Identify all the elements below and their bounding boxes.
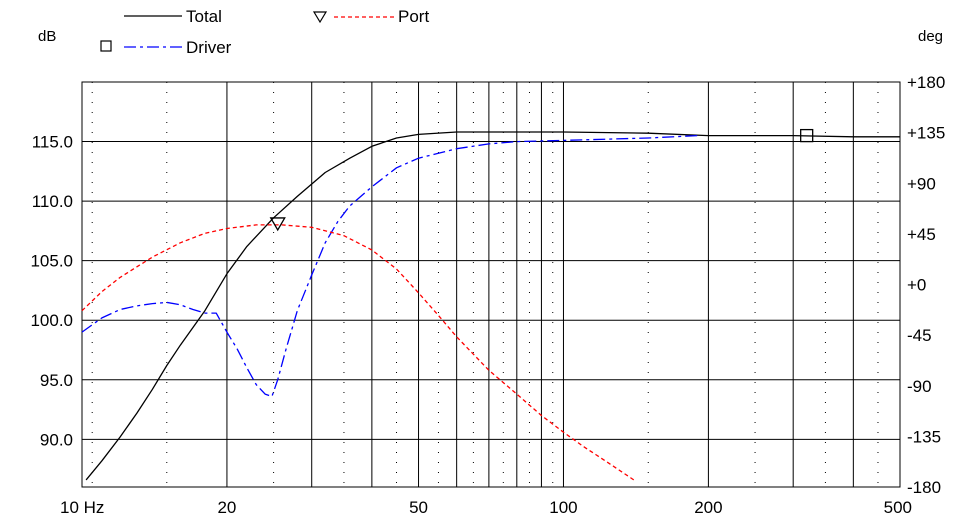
series-markers xyxy=(269,128,814,232)
left-tick-label: 100.0 xyxy=(30,311,73,330)
driver-marker-square xyxy=(800,128,814,143)
legend-item-total: Total xyxy=(124,7,222,26)
port-marker-triangle xyxy=(269,217,286,232)
right-tick-label: +180 xyxy=(907,73,945,92)
legend-item-port: Port xyxy=(312,7,429,26)
x-tick-label: 50 xyxy=(409,498,428,517)
right-tick-label: -180 xyxy=(907,478,941,497)
legend-label-port: Port xyxy=(398,7,429,26)
series-line-port xyxy=(81,224,635,481)
left-tick-label: 110.0 xyxy=(32,192,73,211)
series-lines xyxy=(81,131,900,481)
plot-frame xyxy=(81,81,901,488)
left-axis-unit: dB xyxy=(38,28,56,45)
grid xyxy=(81,82,901,487)
legend-marker-triangle xyxy=(312,11,328,24)
tick-labels: 90.0 95.0 100.0 105.0 110.0 115.0 +180 +135 +90 +… xyxy=(30,73,945,517)
legend-label-total: Total xyxy=(186,7,222,26)
right-tick-label: -135 xyxy=(907,427,941,446)
right-axis-unit: deg xyxy=(918,28,943,45)
right-tick-label: +0 xyxy=(907,276,926,295)
left-tick-label: 95.0 xyxy=(40,371,73,390)
x-tick-label: 100 xyxy=(549,498,577,517)
legend-item-driver: Driver xyxy=(100,38,232,57)
legend-marker-square xyxy=(100,40,112,52)
series-line-total xyxy=(85,131,900,481)
x-tick-label: 20 xyxy=(217,498,236,517)
series-line-driver xyxy=(81,134,698,398)
left-tick-label: 105.0 xyxy=(30,252,73,271)
left-tick-label: 90.0 xyxy=(40,430,73,449)
x-tick-label: 200 xyxy=(694,498,722,517)
left-tick-label: 115.0 xyxy=(32,133,73,152)
right-tick-label: -90 xyxy=(907,377,932,396)
x-tick-label: 10 Hz xyxy=(60,498,104,517)
legend-label-driver: Driver xyxy=(186,38,232,57)
right-tick-label: -45 xyxy=(907,326,932,345)
legend: Total Driver Port xyxy=(100,7,429,57)
right-tick-label: +45 xyxy=(907,225,936,244)
x-tick-label: 500 xyxy=(884,498,912,517)
right-tick-label: +90 xyxy=(907,174,936,193)
right-tick-label: +135 xyxy=(907,124,945,143)
